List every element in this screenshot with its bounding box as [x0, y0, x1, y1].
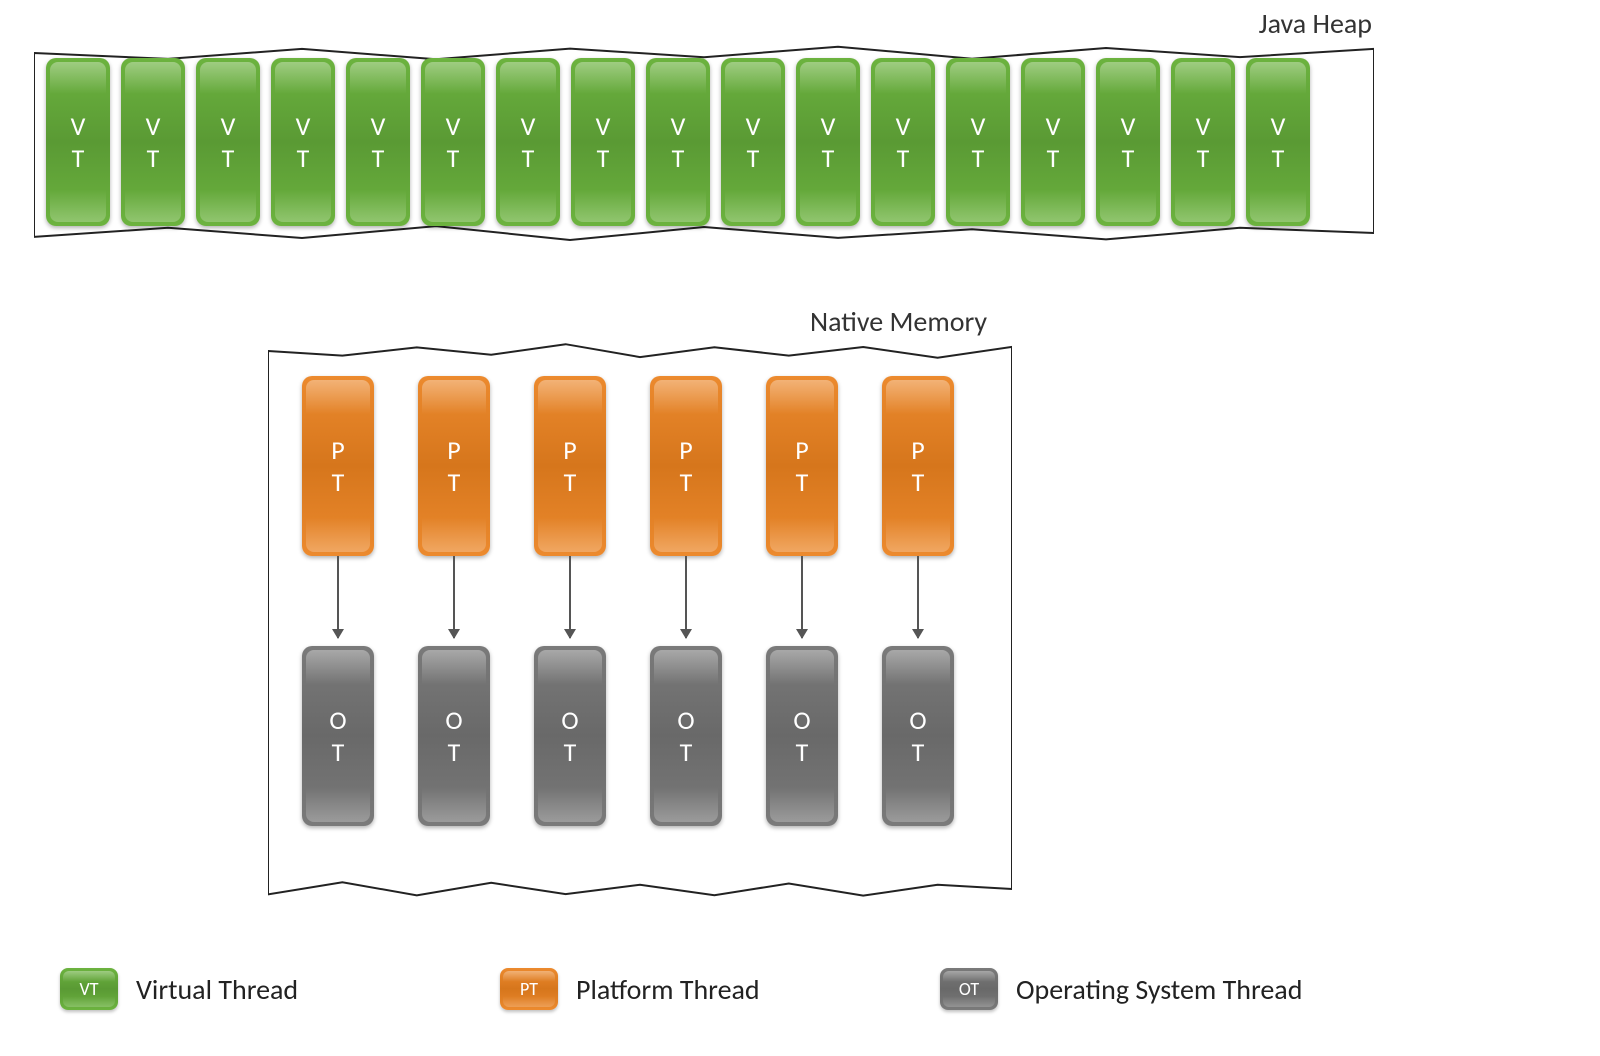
platform-thread-label: P T: [911, 434, 924, 499]
arrow-pt-to-ot: [685, 556, 687, 638]
virtual-thread-box: V T: [1246, 58, 1310, 226]
legend-item-ot: OT Operating System Thread: [940, 968, 1302, 1010]
os-thread-box: O T: [882, 646, 954, 826]
os-thread-label: O T: [445, 704, 462, 769]
os-thread-label: O T: [329, 704, 346, 769]
virtual-thread-label: V T: [71, 110, 86, 175]
os-thread-label: O T: [561, 704, 578, 769]
virtual-thread-box: V T: [946, 58, 1010, 226]
virtual-thread-box: V T: [1021, 58, 1085, 226]
os-thread-label: O T: [793, 704, 810, 769]
legend-item-pt: PT Platform Thread: [500, 968, 760, 1010]
legend-code: VT: [80, 978, 99, 1000]
platform-thread-box: P T: [302, 376, 374, 556]
os-thread-row: O TO TO TO TO TO T: [302, 646, 954, 826]
virtual-thread-box: V T: [346, 58, 410, 226]
virtual-thread-box: V T: [646, 58, 710, 226]
legend-item-vt: VT Virtual Thread: [60, 968, 298, 1010]
native-title: Native Memory: [810, 304, 987, 339]
legend-code: PT: [520, 978, 538, 1000]
virtual-thread-box: V T: [571, 58, 635, 226]
legend-label: Operating System Thread: [1016, 972, 1302, 1007]
os-thread-label: O T: [909, 704, 926, 769]
virtual-thread-label: V T: [221, 110, 236, 175]
virtual-thread-label: V T: [671, 110, 686, 175]
os-thread-label: O T: [677, 704, 694, 769]
virtual-thread-label: V T: [746, 110, 761, 175]
virtual-thread-label: V T: [821, 110, 836, 175]
platform-thread-label: P T: [563, 434, 576, 499]
legend-label: Platform Thread: [576, 972, 760, 1007]
legend-swatch-vt: VT: [60, 968, 118, 1010]
virtual-thread-box: V T: [721, 58, 785, 226]
virtual-thread-box: V T: [196, 58, 260, 226]
arrow-pt-to-ot: [917, 556, 919, 638]
virtual-thread-box: V T: [871, 58, 935, 226]
legend-label: Virtual Thread: [136, 972, 298, 1007]
os-thread-box: O T: [650, 646, 722, 826]
os-thread-box: O T: [534, 646, 606, 826]
platform-thread-box: P T: [418, 376, 490, 556]
virtual-thread-box: V T: [496, 58, 560, 226]
virtual-thread-box: V T: [121, 58, 185, 226]
legend-swatch-pt: PT: [500, 968, 558, 1010]
platform-thread-label: P T: [331, 434, 344, 499]
arrow-pt-to-ot: [569, 556, 571, 638]
platform-thread-label: P T: [679, 434, 692, 499]
virtual-thread-label: V T: [371, 110, 386, 175]
virtual-thread-label: V T: [446, 110, 461, 175]
platform-thread-row: P TP TP TP TP TP T: [302, 376, 954, 556]
os-thread-box: O T: [302, 646, 374, 826]
virtual-thread-label: V T: [596, 110, 611, 175]
virtual-thread-label: V T: [1271, 110, 1286, 175]
platform-thread-box: P T: [882, 376, 954, 556]
heap-title: Java Heap: [1259, 6, 1372, 41]
virtual-thread-box: V T: [796, 58, 860, 226]
virtual-thread-box: V T: [46, 58, 110, 226]
arrow-pt-to-ot: [453, 556, 455, 638]
virtual-thread-row: V TV TV TV TV TV TV TV TV TV TV TV TV TV…: [46, 58, 1310, 226]
virtual-thread-box: V T: [421, 58, 485, 226]
virtual-thread-box: V T: [1171, 58, 1235, 226]
virtual-thread-label: V T: [1196, 110, 1211, 175]
os-thread-box: O T: [418, 646, 490, 826]
arrow-pt-to-ot: [801, 556, 803, 638]
virtual-thread-box: V T: [271, 58, 335, 226]
virtual-thread-box: V T: [1096, 58, 1160, 226]
virtual-thread-label: V T: [896, 110, 911, 175]
virtual-thread-label: V T: [296, 110, 311, 175]
virtual-thread-label: V T: [1046, 110, 1061, 175]
legend-swatch-ot: OT: [940, 968, 998, 1010]
legend-code: OT: [959, 978, 979, 1000]
arrow-pt-to-ot: [337, 556, 339, 638]
virtual-thread-label: V T: [521, 110, 536, 175]
platform-thread-box: P T: [766, 376, 838, 556]
platform-thread-label: P T: [795, 434, 808, 499]
virtual-thread-label: V T: [971, 110, 986, 175]
platform-thread-box: P T: [534, 376, 606, 556]
virtual-thread-label: V T: [146, 110, 161, 175]
platform-thread-label: P T: [447, 434, 460, 499]
os-thread-box: O T: [766, 646, 838, 826]
platform-thread-box: P T: [650, 376, 722, 556]
virtual-thread-label: V T: [1121, 110, 1136, 175]
